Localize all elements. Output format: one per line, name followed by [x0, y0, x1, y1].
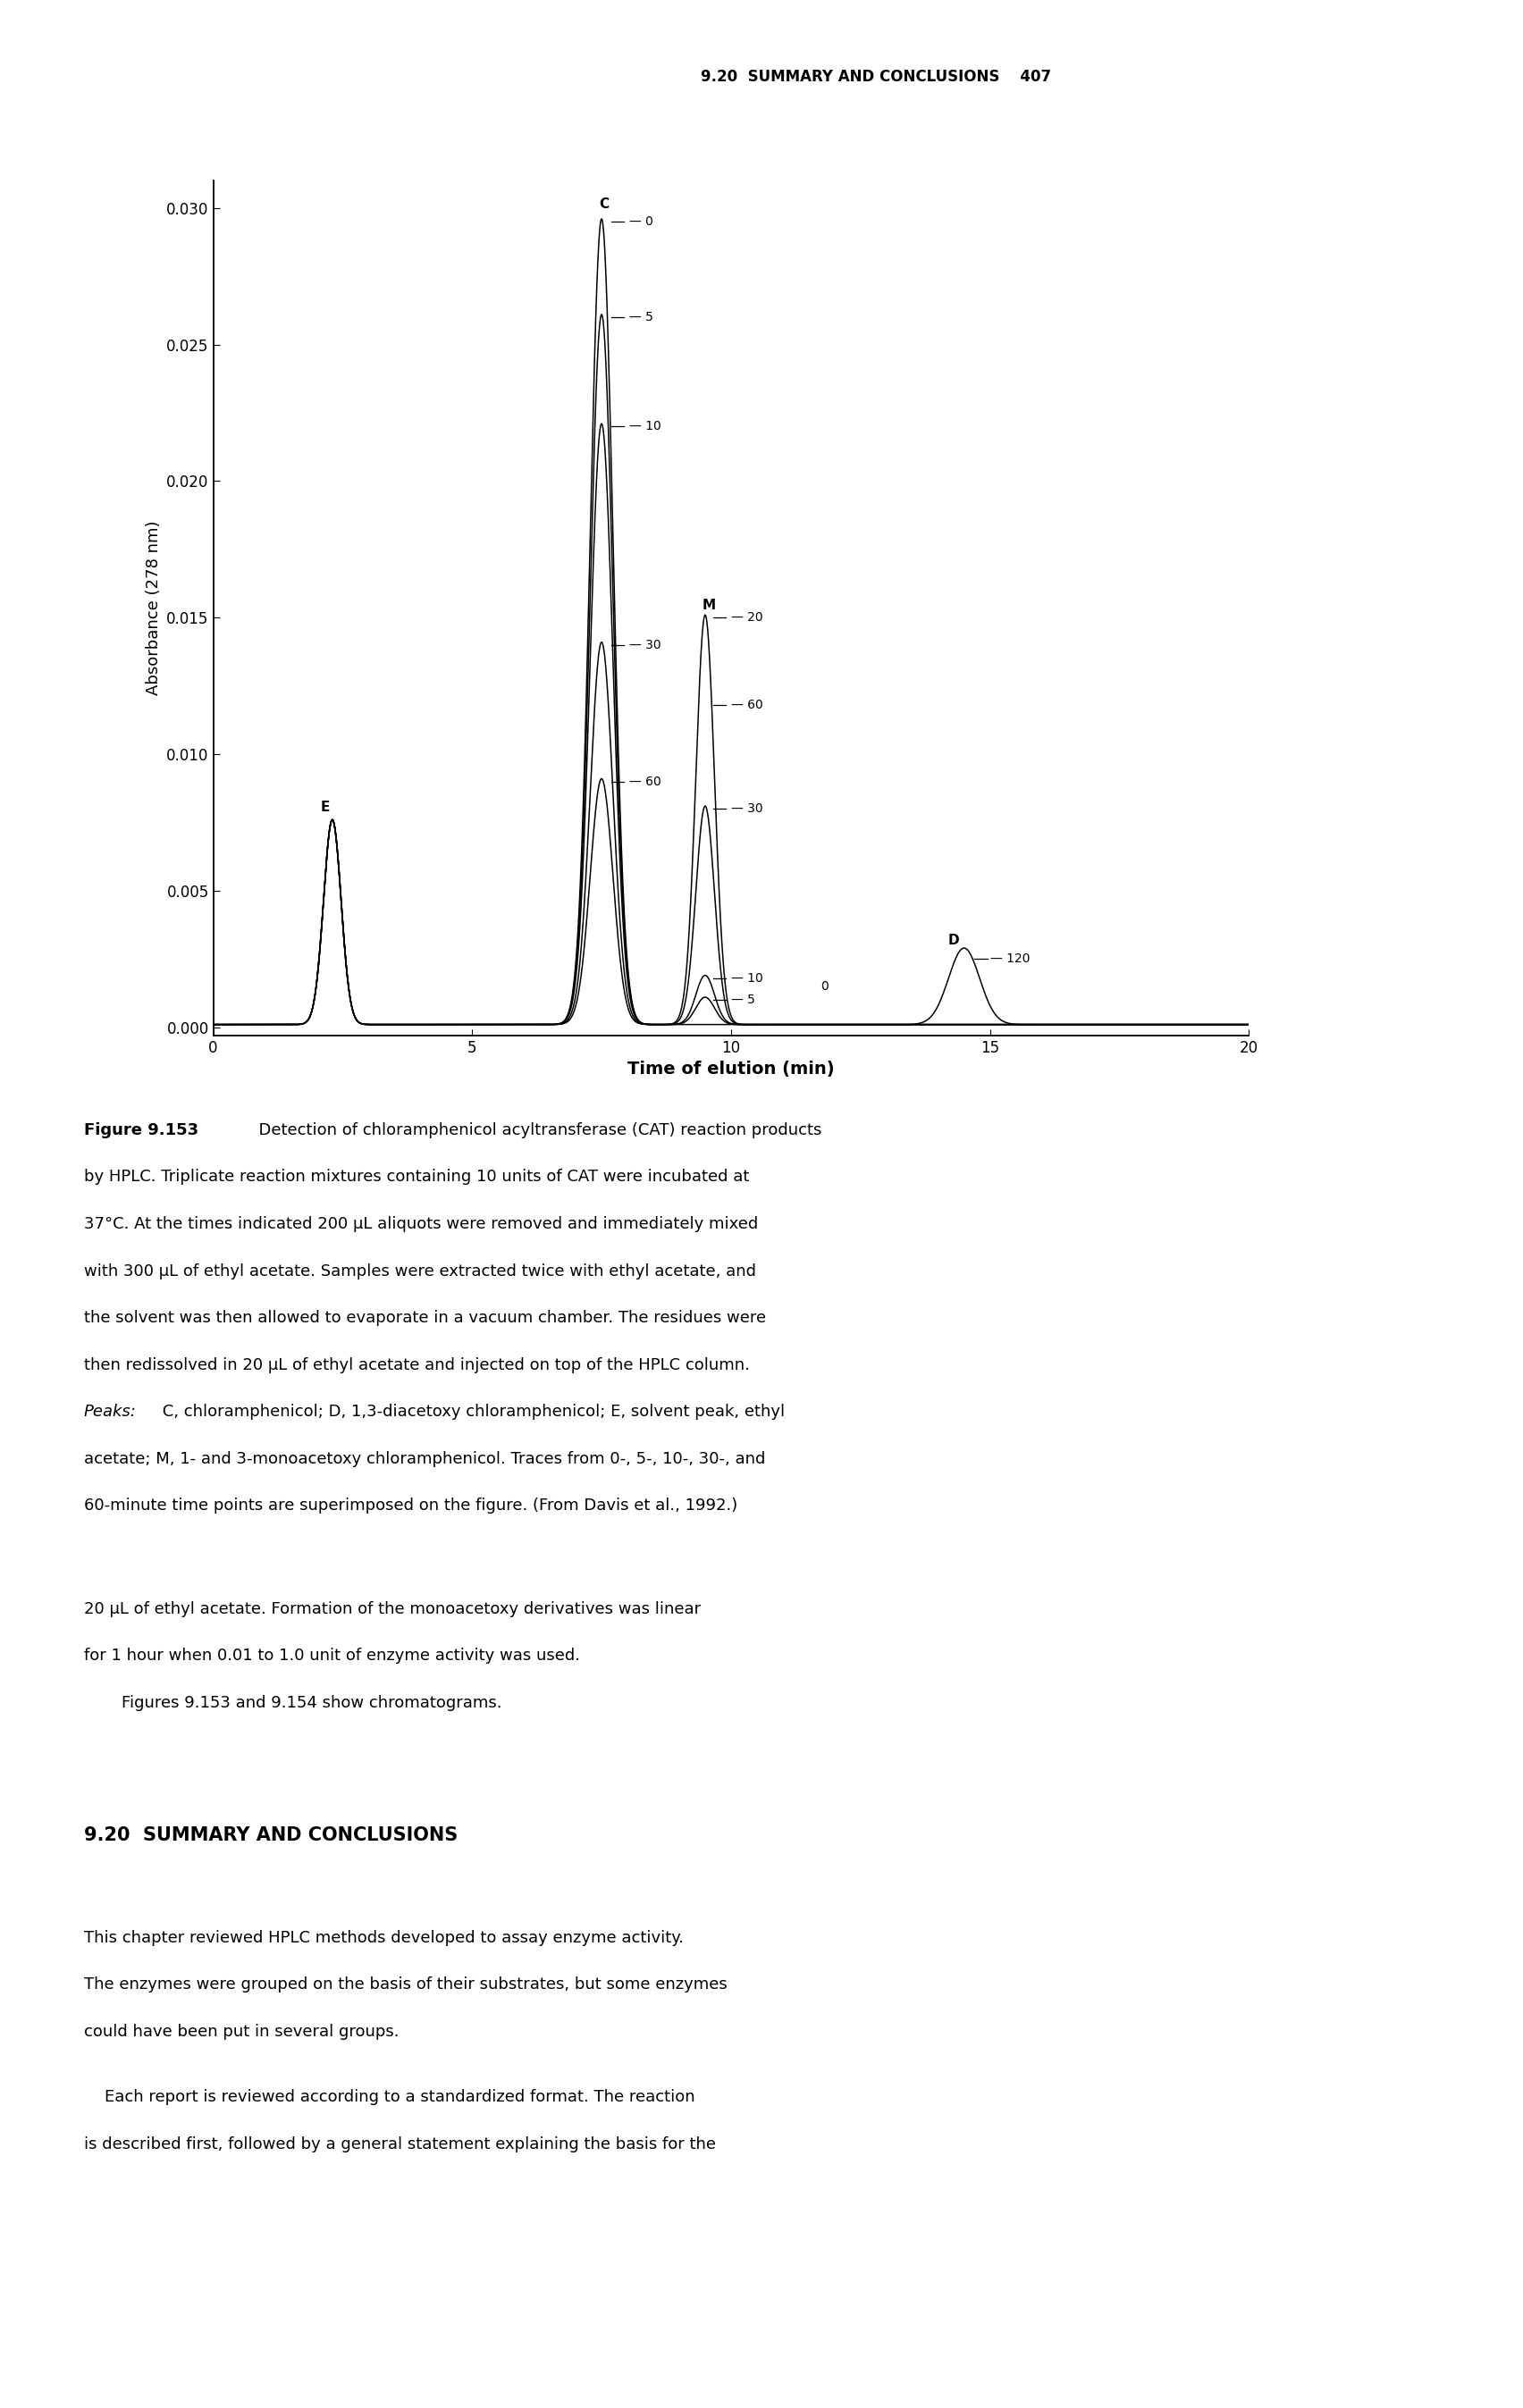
Text: the solvent was then allowed to evaporate in a vacuum chamber. The residues were: the solvent was then allowed to evaporat… — [84, 1310, 766, 1327]
Text: — 20: — 20 — [731, 612, 763, 624]
Text: Each report is reviewed according to a standardized format. The reaction: Each report is reviewed according to a s… — [84, 2090, 694, 2105]
Text: M: M — [702, 600, 716, 612]
Text: Figure 9.153: Figure 9.153 — [84, 1122, 198, 1139]
Text: C: C — [599, 197, 609, 209]
Text: — 120: — 120 — [990, 954, 1030, 966]
Text: D: D — [947, 934, 959, 946]
Text: C, chloramphenicol; D, 1,3-diacetoxy chloramphenicol; E, solvent peak, ethyl: C, chloramphenicol; D, 1,3-diacetoxy chl… — [157, 1404, 784, 1421]
Text: E: E — [320, 802, 330, 814]
Text: Peaks:: Peaks: — [84, 1404, 137, 1421]
Text: 0: 0 — [821, 980, 829, 992]
Text: — 0: — 0 — [629, 214, 653, 229]
Text: 9.20  SUMMARY AND CONCLUSIONS    407: 9.20 SUMMARY AND CONCLUSIONS 407 — [701, 67, 1051, 84]
Text: Detection of chloramphenicol acyltransferase (CAT) reaction products: Detection of chloramphenicol acyltransfe… — [248, 1122, 821, 1139]
Text: — 5: — 5 — [629, 311, 653, 323]
X-axis label: Time of elution (min): Time of elution (min) — [627, 1062, 835, 1079]
Text: — 5: — 5 — [731, 995, 755, 1007]
Text: — 60: — 60 — [731, 698, 763, 710]
Text: — 60: — 60 — [629, 775, 661, 787]
Text: Figures 9.153 and 9.154 show chromatograms.: Figures 9.153 and 9.154 show chromatogra… — [122, 1695, 503, 1712]
Text: for 1 hour when 0.01 to 1.0 unit of enzyme activity was used.: for 1 hour when 0.01 to 1.0 unit of enzy… — [84, 1647, 580, 1664]
Text: — 10: — 10 — [629, 419, 661, 433]
Text: The enzymes were grouped on the basis of their substrates, but some enzymes: The enzymes were grouped on the basis of… — [84, 1977, 726, 1994]
Text: 9.20  SUMMARY AND CONCLUSIONS: 9.20 SUMMARY AND CONCLUSIONS — [84, 1828, 457, 1845]
Y-axis label: Absorbance (278 nm): Absorbance (278 nm) — [146, 520, 161, 696]
Text: — 30: — 30 — [629, 638, 661, 650]
Text: 60-minute time points are superimposed on the figure. (From Davis et al., 1992.): 60-minute time points are superimposed o… — [84, 1498, 737, 1515]
Text: — 10: — 10 — [731, 973, 763, 985]
Text: by HPLC. Triplicate reaction mixtures containing 10 units of CAT were incubated : by HPLC. Triplicate reaction mixtures co… — [84, 1168, 749, 1185]
Text: This chapter reviewed HPLC methods developed to assay enzyme activity.: This chapter reviewed HPLC methods devel… — [84, 1929, 684, 1946]
Text: 20 μL of ethyl acetate. Formation of the monoacetoxy derivatives was linear: 20 μL of ethyl acetate. Formation of the… — [84, 1601, 701, 1618]
Text: could have been put in several groups.: could have been put in several groups. — [84, 2023, 399, 2040]
Text: — 30: — 30 — [731, 802, 763, 814]
Text: then redissolved in 20 μL of ethyl acetate and injected on top of the HPLC colum: then redissolved in 20 μL of ethyl aceta… — [84, 1358, 749, 1373]
Text: acetate; M, 1- and 3-monoacetoxy chloramphenicol. Traces from 0-, 5-, 10-, 30-, : acetate; M, 1- and 3-monoacetoxy chloram… — [84, 1450, 765, 1466]
Text: 37°C. At the times indicated 200 μL aliquots were removed and immediately mixed: 37°C. At the times indicated 200 μL aliq… — [84, 1216, 758, 1233]
Text: is described first, followed by a general statement explaining the basis for the: is described first, followed by a genera… — [84, 2136, 716, 2153]
Text: with 300 μL of ethyl acetate. Samples were extracted twice with ethyl acetate, a: with 300 μL of ethyl acetate. Samples we… — [84, 1262, 755, 1279]
